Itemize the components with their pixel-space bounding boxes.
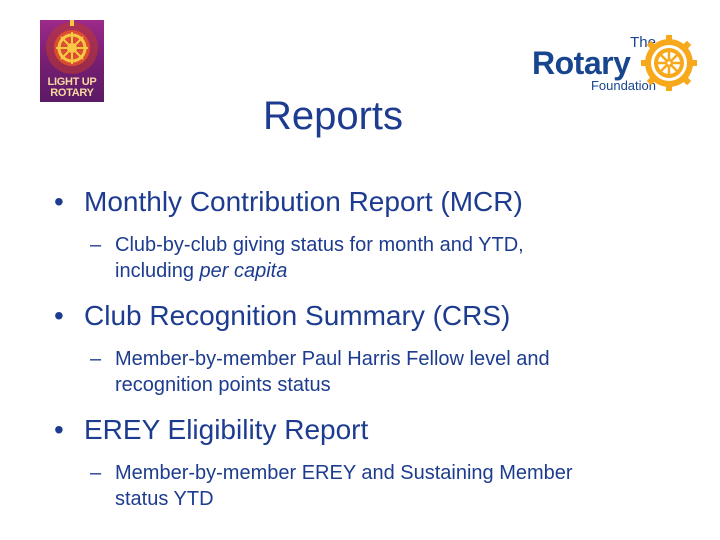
- dash-glyph: –: [90, 234, 102, 256]
- sub-bullet-line: Club-by-club giving status for month and…: [115, 234, 524, 256]
- sub-bullet-line: status YTD: [115, 488, 214, 510]
- sub-bullet-item: – Club-by-club giving status for month a…: [54, 232, 694, 284]
- logo-rotary: Rotary: [532, 45, 631, 81]
- sub-bullet-line: recognition points status: [115, 374, 331, 396]
- slide-title: Reports: [262, 94, 404, 138]
- bullet-item: • Club Recognition Summary (CRS): [54, 298, 694, 334]
- bullet-list: • Monthly Contribution Report (MCR) – Cl…: [54, 184, 694, 512]
- sub-bullet-item: – Member-by-member EREY and Sustaining M…: [54, 460, 694, 512]
- rotary-foundation-logo: The Rotary Foundation: [528, 30, 698, 96]
- sub-bullet-italic: per capita: [199, 260, 288, 282]
- rotary-text: ROTARY: [50, 87, 94, 99]
- bullet-text: Club Recognition Summary (CRS): [84, 300, 511, 331]
- bullet-glyph: •: [54, 186, 64, 217]
- bullet-glyph: •: [54, 300, 64, 331]
- sub-bullet-line: Member-by-member EREY and Sustaining Mem…: [115, 462, 573, 484]
- light-up-rotary-logo: LIGHT UP ROTARY: [40, 20, 104, 102]
- light-up-text: LIGHT UP: [47, 76, 97, 88]
- rotary-wheel-icon: [641, 35, 697, 91]
- bullet-item: • Monthly Contribution Report (MCR): [54, 184, 694, 220]
- dash-glyph: –: [90, 348, 102, 370]
- bullet-text: EREY Eligibility Report: [84, 414, 369, 445]
- bullet-item: • EREY Eligibility Report: [54, 412, 694, 448]
- logo-foundation: Foundation: [590, 78, 656, 93]
- bullet-text: Monthly Contribution Report (MCR): [84, 186, 523, 217]
- bullet-glyph: •: [54, 414, 64, 445]
- sub-bullet-line: Member-by-member Paul Harris Fellow leve…: [115, 348, 550, 370]
- sub-bullet-line-prefix: including: [115, 260, 200, 282]
- sub-bullet-item: – Member-by-member Paul Harris Fellow le…: [54, 346, 694, 398]
- dash-glyph: –: [90, 462, 102, 484]
